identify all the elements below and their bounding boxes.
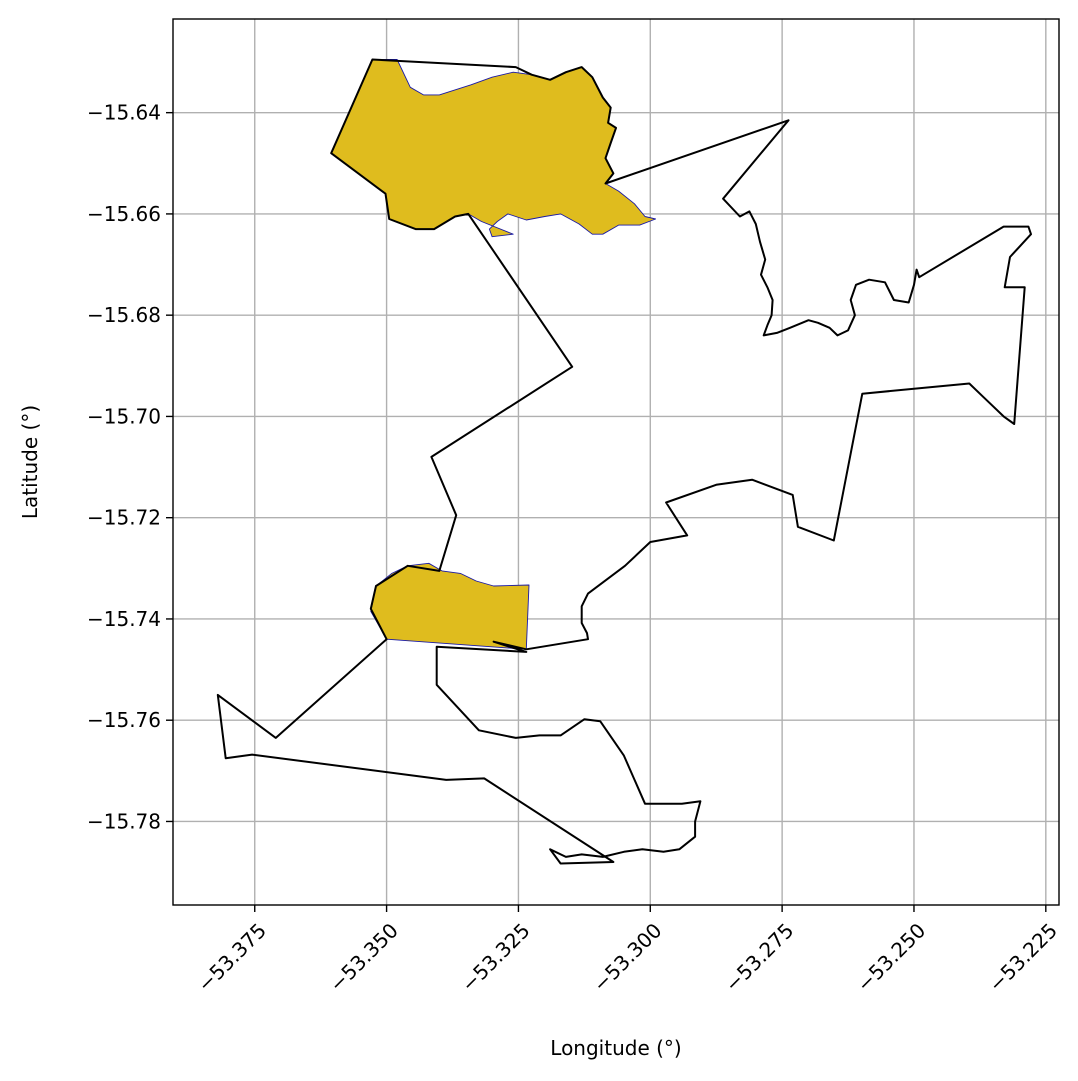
highlighted-region bbox=[370, 562, 530, 650]
x-tick-label: −53.375 bbox=[193, 918, 271, 996]
y-tick-label: −15.64 bbox=[87, 101, 161, 125]
x-tick-label: −53.350 bbox=[325, 918, 403, 996]
x-tick-label: −53.325 bbox=[456, 918, 534, 996]
map-shapes bbox=[216, 58, 1032, 865]
highlighted-region bbox=[330, 59, 657, 238]
y-tick-label: −15.68 bbox=[87, 303, 161, 327]
x-axis-label: Longitude (°) bbox=[550, 1036, 681, 1060]
y-tick-label: −15.76 bbox=[87, 708, 161, 732]
x-tick-label: −53.300 bbox=[588, 918, 666, 996]
y-axis-label: Latitude (°) bbox=[18, 405, 42, 519]
x-tick-label: −53.275 bbox=[720, 918, 798, 996]
x-tick-label: −53.225 bbox=[984, 918, 1062, 996]
x-tick-label: −53.250 bbox=[852, 918, 930, 996]
y-tick-label: −15.66 bbox=[87, 202, 161, 226]
y-tick-label: −15.70 bbox=[87, 404, 161, 428]
y-tick-label: −15.78 bbox=[87, 809, 161, 833]
y-tick-label: −15.74 bbox=[87, 607, 161, 631]
plot-frame bbox=[172, 18, 1060, 906]
municipality-boundary bbox=[216, 58, 1032, 865]
y-tick-label: −15.72 bbox=[87, 506, 161, 530]
grid-lines bbox=[173, 19, 1059, 905]
